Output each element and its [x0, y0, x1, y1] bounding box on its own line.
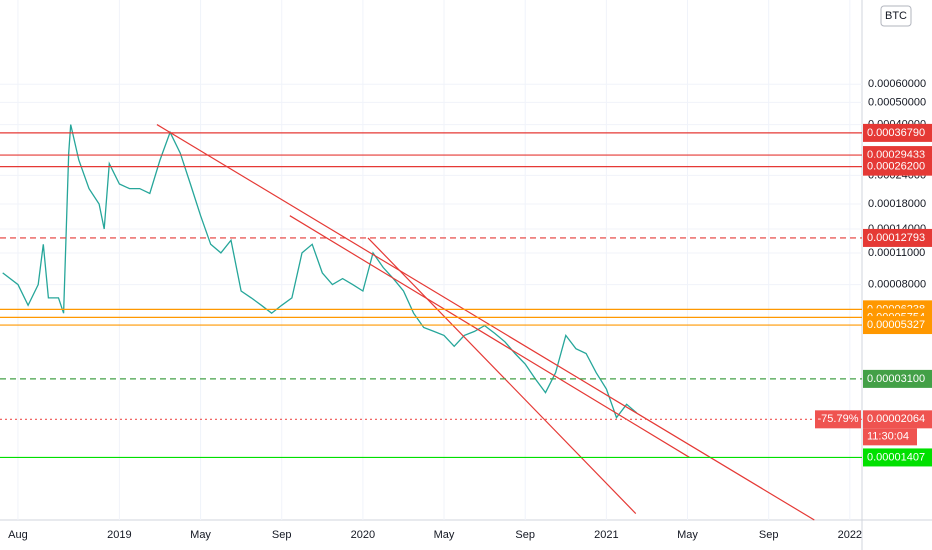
x-tick-label: Sep: [515, 529, 535, 541]
level-label-bg: [863, 448, 932, 467]
y-tick-label: 0.00060000: [868, 78, 926, 90]
level-label-bg: [863, 316, 932, 335]
price-line: [2, 124, 638, 419]
level-label-bg: [863, 369, 932, 388]
level-label-bg: [863, 228, 932, 247]
level-label-bg: [863, 410, 932, 429]
level-label-bg: [863, 123, 932, 142]
x-tick-label: 2021: [594, 529, 618, 541]
x-tick-label: Sep: [759, 529, 779, 541]
level-label: 0.00012793: [867, 232, 925, 244]
level-label: 0.00003100: [867, 373, 925, 385]
level-label: 0.00001407: [867, 451, 925, 463]
level-label: 0.00036790: [867, 127, 925, 139]
x-tick-label: May: [677, 529, 698, 541]
countdown-bg: [863, 428, 917, 446]
symbol-badge: [880, 5, 912, 27]
y-tick-label: 0.00011000: [868, 247, 925, 259]
level-label: 0.00026200: [867, 161, 925, 173]
x-tick-label: May: [190, 529, 211, 541]
x-tick-label: May: [434, 529, 455, 541]
x-tick-label: Sep: [272, 529, 292, 541]
x-tick-label: Aug: [8, 529, 28, 541]
price-change: -75.79%: [818, 413, 859, 425]
change-badge-bg: [815, 410, 861, 429]
y-tick-label: 0.00018000: [868, 198, 926, 210]
trendline: [156, 124, 815, 521]
level-label-bg: [863, 157, 932, 176]
trendline: [367, 237, 637, 515]
y-tick-label: 0.00008000: [868, 279, 926, 291]
trendline: [289, 215, 690, 458]
x-tick-label: 2020: [351, 529, 375, 541]
x-tick-label: 2022: [838, 529, 862, 541]
x-tick-label: 2019: [107, 529, 131, 541]
countdown: 11:30:04: [867, 431, 909, 443]
level-label: 0.00002064: [867, 413, 925, 425]
y-tick-label: 0.00050000: [868, 96, 926, 108]
symbol-label: BTC: [885, 10, 907, 22]
level-label: 0.00005327: [867, 319, 925, 331]
